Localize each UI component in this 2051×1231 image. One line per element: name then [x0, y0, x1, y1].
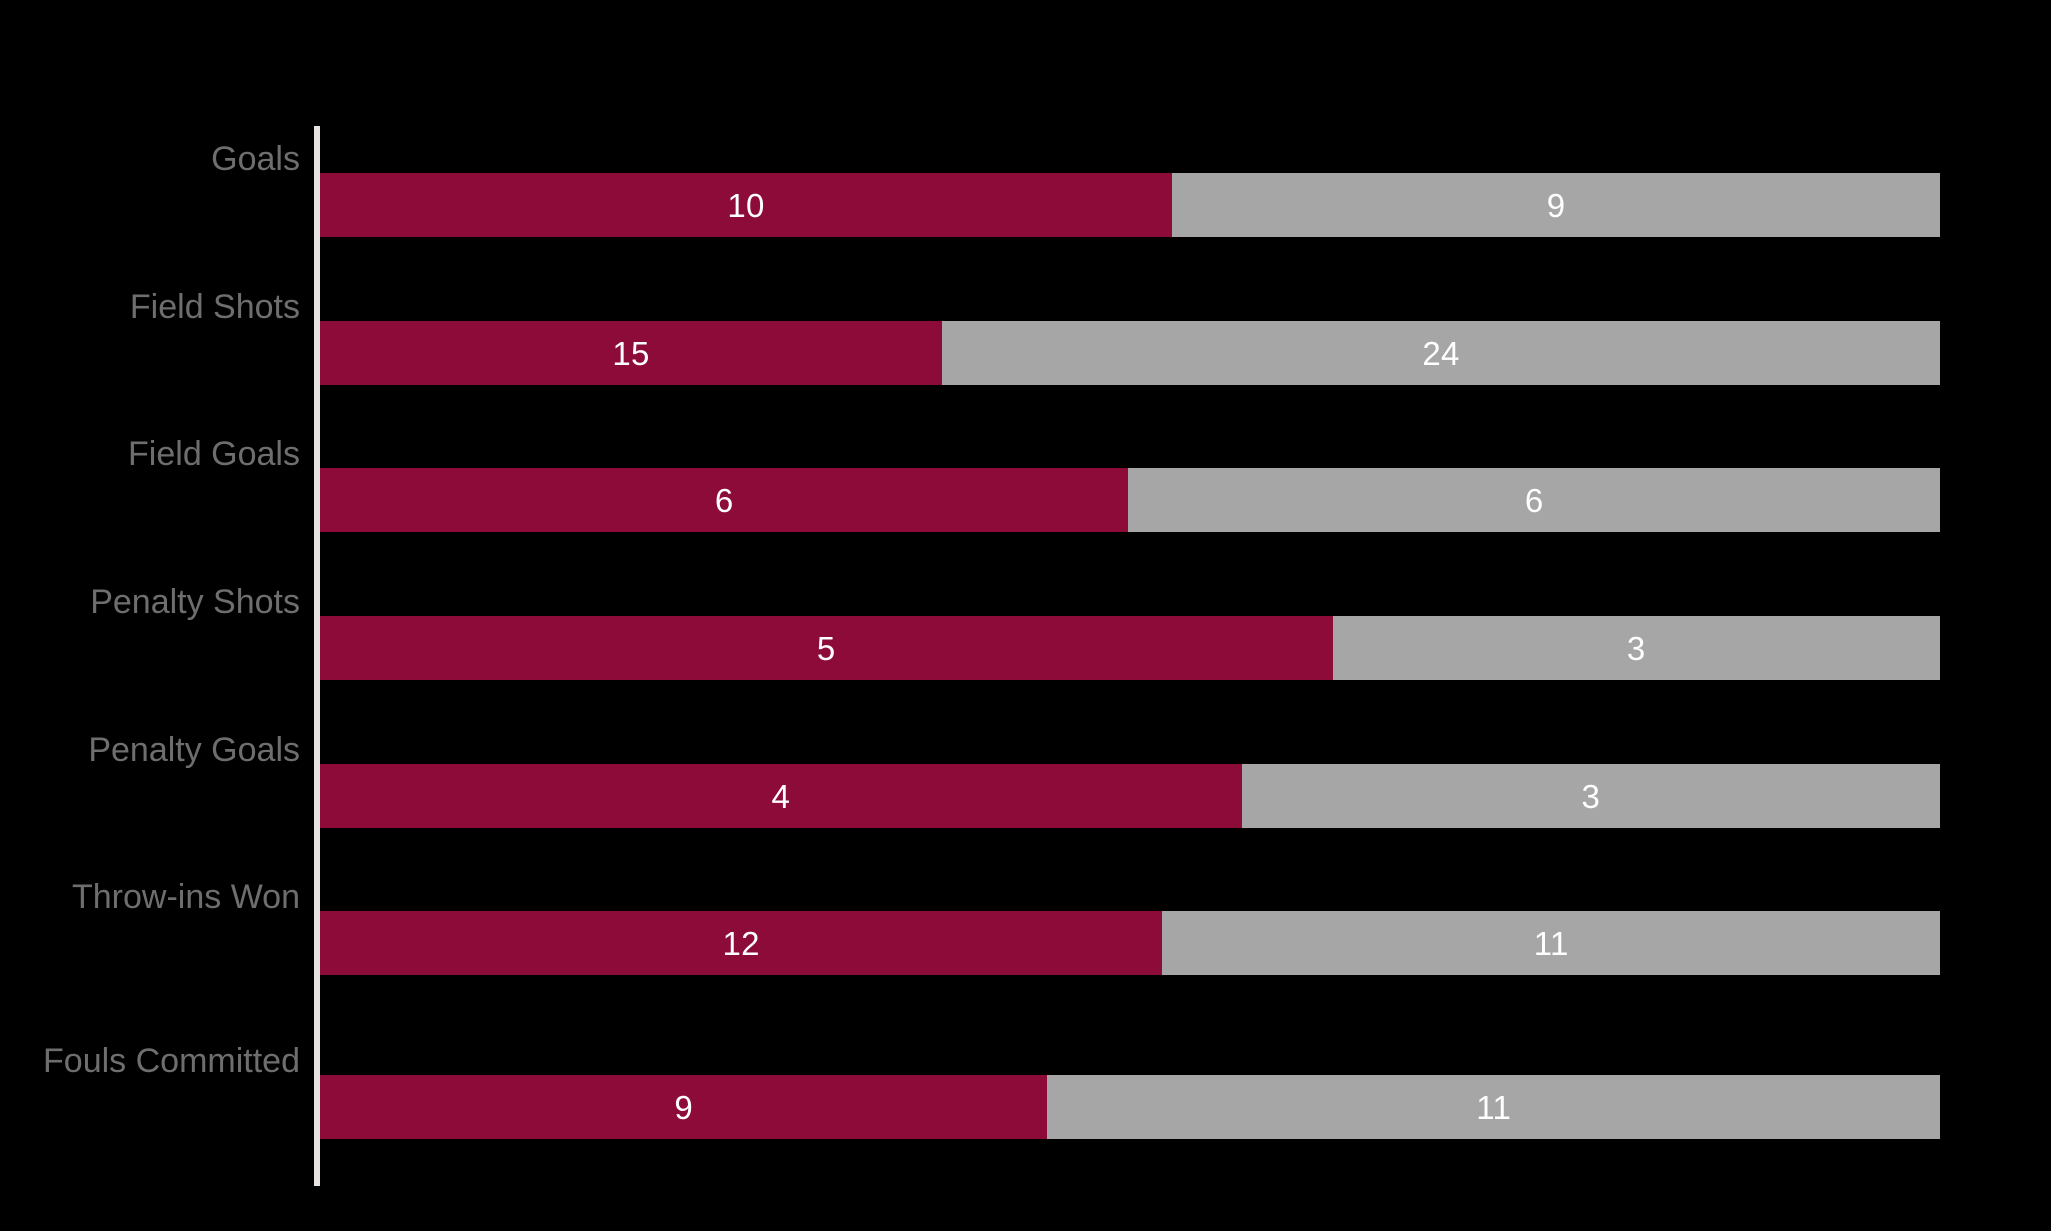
- bar-segment-away[interactable]: 11: [1047, 1075, 1940, 1139]
- category-label-column: Goals Field Shots Field Goals Penalty Sh…: [0, 126, 300, 1186]
- bar-segment-home[interactable]: 4: [320, 764, 1242, 828]
- bar-value-label: 10: [727, 186, 765, 224]
- bar-value-label: 12: [722, 924, 760, 962]
- table-row: 4 3: [320, 764, 1940, 828]
- bar-value-label: 15: [612, 334, 650, 372]
- table-row: 6 6: [320, 468, 1940, 532]
- bar-value-label: 3: [1626, 629, 1646, 667]
- bar-segment-away[interactable]: 11: [1162, 911, 1940, 975]
- bar-value-label: 6: [714, 481, 734, 519]
- category-label-penalty-goals: Penalty Goals: [88, 731, 300, 769]
- bar-segment-away[interactable]: 24: [942, 321, 1940, 385]
- bar-value-label: 9: [674, 1088, 694, 1126]
- bar-segment-home[interactable]: 6: [320, 468, 1129, 532]
- category-axis-line: [314, 126, 320, 1186]
- bar-segment-home[interactable]: 5: [320, 616, 1333, 680]
- bar-segment-home[interactable]: 12: [320, 911, 1163, 975]
- category-label-penalty-shots: Penalty Shots: [90, 583, 300, 621]
- category-label-goals: Goals: [211, 140, 300, 178]
- bar-segment-away[interactable]: 3: [1241, 764, 1940, 828]
- bar-segment-home[interactable]: 9: [320, 1075, 1048, 1139]
- category-label-field-shots: Field Shots: [129, 288, 300, 326]
- category-label-throw-ins-won: Throw-ins Won: [72, 878, 300, 916]
- table-row: 12 11: [320, 911, 1940, 975]
- bar-value-label: 5: [816, 629, 836, 667]
- table-row: 5 3: [320, 616, 1940, 680]
- bar-value-label: 4: [771, 777, 791, 815]
- table-row: 10 9: [320, 173, 1940, 237]
- plot-area: 10 9 15 24 6 6 5: [320, 126, 1940, 1186]
- bar-value-label: 11: [1476, 1088, 1512, 1126]
- bar-value-label: 24: [1422, 334, 1460, 372]
- table-row: 15 24: [320, 321, 1940, 385]
- category-label-field-goals: Field Goals: [128, 435, 300, 473]
- bar-value-label: 3: [1581, 777, 1601, 815]
- bar-value-label: 9: [1546, 186, 1566, 224]
- bar-segment-away[interactable]: 9: [1172, 173, 1940, 237]
- bar-value-label: 6: [1524, 481, 1544, 519]
- bar-segment-away[interactable]: 3: [1332, 616, 1940, 680]
- bar-segment-home[interactable]: 10: [320, 173, 1173, 237]
- bar-segment-away[interactable]: 6: [1128, 468, 1940, 532]
- bar-segment-home[interactable]: 15: [320, 321, 943, 385]
- bar-value-label: 11: [1533, 924, 1569, 962]
- category-label-fouls-committed: Fouls Committed: [43, 1042, 300, 1080]
- table-row: 9 11: [320, 1075, 1940, 1139]
